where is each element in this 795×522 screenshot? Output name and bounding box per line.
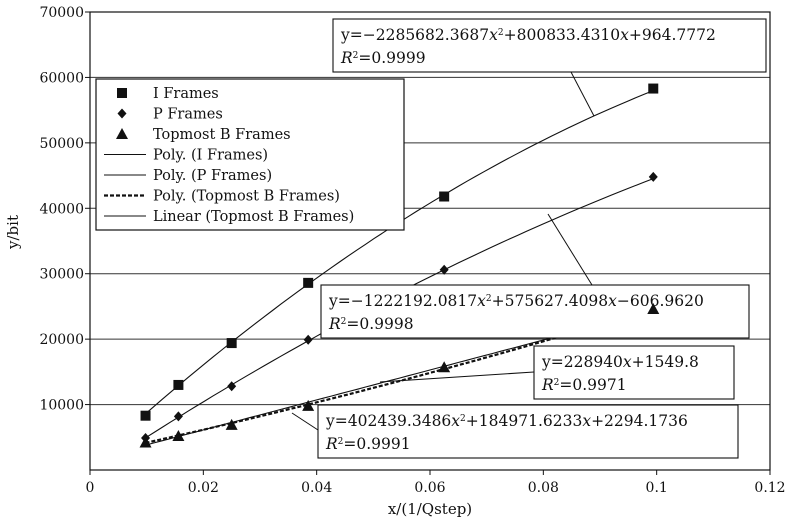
y-tick-label: 50000: [39, 136, 84, 152]
data-point: [439, 264, 449, 275]
equation-text: y=228940x+1549.8: [541, 353, 699, 371]
equation-callouts: y=−2285682.3687x2+800833.4310x+964.7772 R…: [291, 18, 767, 459]
data-point: [648, 171, 658, 182]
x-tick-label: 0.04: [301, 480, 332, 496]
callout-box: [317, 404, 739, 459]
legend-label: Topmost B Frames: [153, 127, 291, 143]
equation-text: y=−1222192.0817x2+575627.4098x−606.9620: [328, 292, 704, 310]
data-point: [438, 361, 451, 373]
x-tick-label: 0.12: [754, 480, 785, 496]
x-tick-label: 0.1: [646, 480, 668, 496]
data-point: [302, 399, 315, 411]
callout-leader: [570, 71, 595, 117]
legend: I Frames P Frames Topmost B Frames Poly. (I…: [95, 78, 405, 231]
legend-label: Poly. (Topmost B Frames): [153, 189, 340, 205]
legend-label: P Frames: [153, 107, 223, 123]
legend-marker: [116, 128, 128, 139]
legend-label: I Frames: [153, 86, 219, 102]
callout-leader: [547, 213, 593, 286]
data-point: [647, 303, 660, 315]
r-squared-text: R2=0.9999: [340, 49, 426, 67]
data-point: [173, 379, 184, 390]
axes: 10000 20000 30000 40000 50000 60000 70000 0 0.02…: [39, 5, 785, 496]
legend-marker: [117, 108, 127, 119]
x-tick-label: 0.02: [188, 480, 219, 496]
callout-box: [332, 18, 767, 73]
legend-item: Linear (Topmost B Frames): [104, 209, 354, 225]
y-tick-label: 20000: [39, 332, 84, 348]
legend-label: Linear (Topmost B Frames): [153, 209, 354, 225]
y-tick-label: 70000: [39, 5, 84, 21]
data-markers: [139, 83, 660, 448]
data-point: [173, 411, 183, 422]
callout-leader: [379, 371, 535, 383]
callout-box: [533, 345, 735, 400]
y-tick-label: 10000: [39, 398, 84, 414]
data-point: [227, 381, 237, 392]
data-point: [439, 191, 450, 202]
legend-item: Poly. (I Frames): [104, 148, 268, 164]
legend-item: I Frames: [117, 86, 219, 102]
legend-label: Poly. (I Frames): [153, 148, 268, 164]
legend-item: P Frames: [117, 107, 223, 123]
y-axis-label: y/bit: [4, 215, 22, 250]
data-point: [139, 436, 152, 448]
x-tick-label: 0: [86, 480, 95, 496]
x-tick-label: 0.08: [528, 480, 559, 496]
equation-callout: y=−2285682.3687x2+800833.4310x+964.7772 R…: [332, 18, 767, 117]
y-tick-label: 30000: [39, 267, 84, 283]
equation-callout: y=402439.3486x2+184971.6233x+2294.1736 R2…: [291, 404, 739, 459]
y-tick-label: 40000: [39, 201, 84, 217]
callout-leader: [291, 412, 319, 431]
legend-box: [95, 78, 405, 231]
data-point: [226, 338, 237, 349]
legend-item: Poly. (P Frames): [104, 168, 272, 184]
equation-callout: y=228940x+1549.8 R2=0.9971: [379, 345, 735, 400]
data-point: [172, 429, 185, 441]
legend-label: Poly. (P Frames): [153, 168, 272, 184]
y-tick-label: 60000: [39, 70, 84, 86]
r-squared-text: R2=0.9991: [325, 435, 411, 453]
x-axis-label: x/(1/Qstep): [388, 500, 472, 518]
x-tick-label: 0.06: [414, 480, 445, 496]
equation-text: y=−2285682.3687x2+800833.4310x+964.7772: [340, 26, 716, 44]
data-point: [303, 334, 313, 345]
equation-callout: y=−1222192.0817x2+575627.4098x−606.9620 R…: [320, 213, 750, 339]
r-squared-text: R2=0.9971: [541, 376, 627, 394]
callout-box: [320, 284, 750, 339]
data-point: [648, 83, 659, 94]
data-point: [140, 410, 151, 421]
data-point: [303, 277, 314, 288]
legend-item: Topmost B Frames: [116, 127, 291, 143]
legend-marker: [117, 88, 127, 98]
r-squared-text: R2=0.9998: [328, 315, 414, 333]
equation-text: y=402439.3486x2+184971.6233x+2294.1736: [325, 412, 688, 430]
data-point: [225, 418, 238, 430]
legend-item: Poly. (Topmost B Frames): [104, 189, 340, 205]
